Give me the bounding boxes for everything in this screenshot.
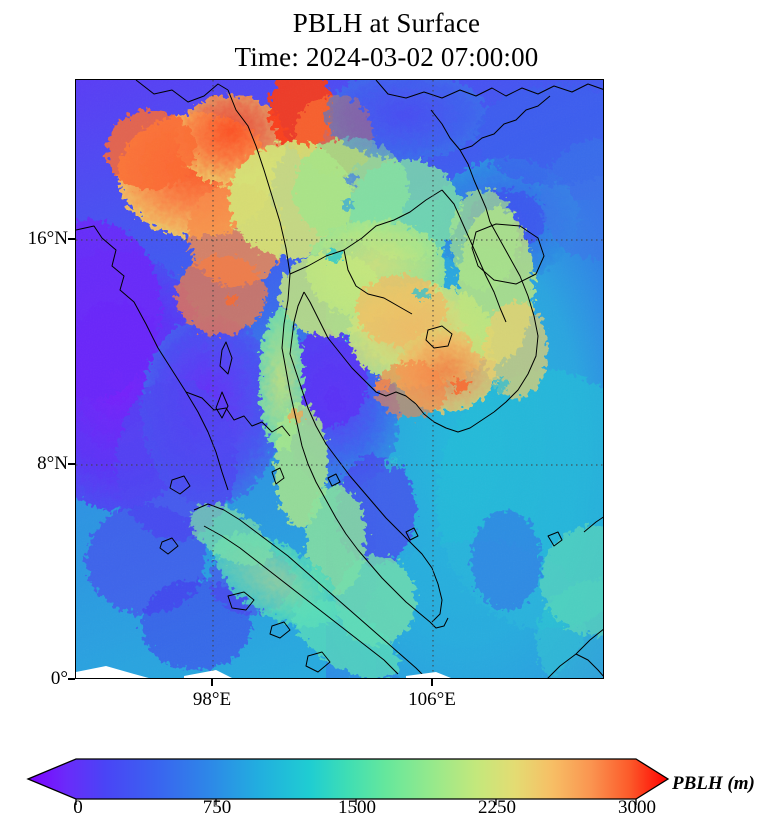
y-tick-mark-16n (68, 238, 75, 240)
colorbar-axis-label: PBLH (m) (672, 773, 755, 794)
colorbar-tick-label-2250: 2250 (478, 797, 516, 818)
colorbar-tick-label-750: 750 (202, 797, 232, 818)
colorbar-tick-label-3000: 3000 (618, 797, 656, 818)
colorbar[interactable]: 0 750 1500 2250 3000 PBLH (m) (0, 755, 773, 839)
map-gridlines (76, 80, 603, 678)
x-tick-mark-98e (211, 679, 213, 686)
x-tick-mark-106e (431, 679, 433, 686)
colorbar-ticks (75, 799, 637, 805)
figure-subtitle-time: Time: 2024-03-02 07:00:00 (234, 42, 539, 72)
y-tick-label-0: 0° (50, 668, 68, 689)
pblh-raster-map (76, 80, 603, 678)
figure-title: PBLH at Surface Time: 2024-03-02 07:00:0… (0, 6, 773, 74)
colorbar-tick-label-1500: 1500 (338, 797, 376, 818)
y-tick-label-16n: 16°N (27, 228, 68, 249)
nodata-cells (76, 666, 451, 678)
x-tick-label-98e: 98°E (192, 689, 232, 710)
y-tick-label-8n: 8°N (37, 453, 68, 474)
map-plot-area[interactable] (75, 79, 604, 679)
y-tick-mark-8n (68, 463, 75, 465)
raster-pixel-texture (76, 80, 603, 678)
x-tick-label-106e: 106°E (408, 689, 456, 710)
page-title: PBLH at Surface (292, 8, 481, 38)
y-axis-labels: 16°N 8°N 0° (0, 0, 68, 839)
coastline-overlay (76, 80, 603, 678)
y-tick-mark-0 (68, 678, 75, 680)
colorbar-tick-label-0: 0 (73, 797, 83, 818)
colorbar-gradient[interactable] (0, 755, 680, 805)
